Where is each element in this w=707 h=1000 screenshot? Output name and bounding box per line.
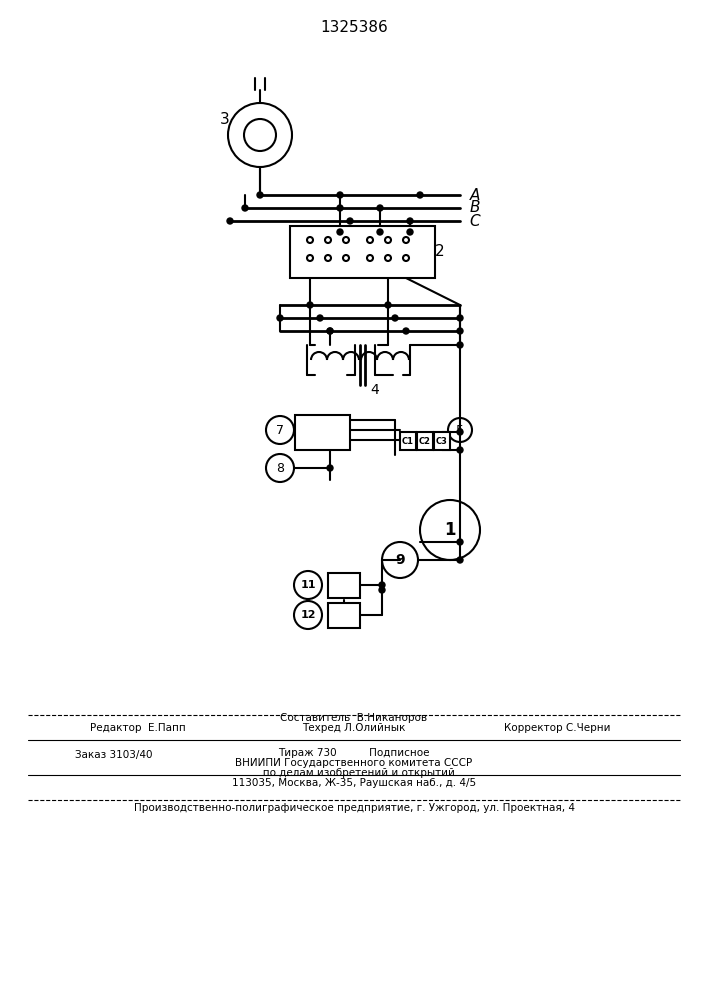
Text: 10: 10 <box>335 578 353 591</box>
Text: C1: C1 <box>402 436 414 446</box>
Circle shape <box>337 192 343 198</box>
Circle shape <box>327 465 333 471</box>
Circle shape <box>407 218 413 224</box>
Bar <box>400 432 416 450</box>
Text: Производственно-полиграфическое предприятие, г. Ужгород, ул. Проектная, 4: Производственно-полиграфическое предприя… <box>134 803 575 813</box>
Circle shape <box>379 587 385 593</box>
Text: 3: 3 <box>220 112 230 127</box>
Circle shape <box>457 539 463 545</box>
Circle shape <box>392 315 398 321</box>
Circle shape <box>377 205 383 211</box>
Circle shape <box>307 302 313 308</box>
Bar <box>295 415 350 450</box>
Circle shape <box>242 205 248 211</box>
Circle shape <box>377 229 383 235</box>
Circle shape <box>337 205 343 211</box>
Circle shape <box>403 328 409 334</box>
Text: C3: C3 <box>436 436 448 446</box>
Text: Заказ 3103/40: Заказ 3103/40 <box>75 750 153 760</box>
Text: C2: C2 <box>419 436 431 446</box>
Bar <box>328 573 360 598</box>
Bar <box>328 603 360 628</box>
Text: 1: 1 <box>444 521 456 539</box>
Text: 7: 7 <box>276 424 284 436</box>
Text: 8: 8 <box>276 462 284 475</box>
Text: 5: 5 <box>456 424 464 436</box>
Bar <box>434 432 450 450</box>
Text: 13: 13 <box>335 608 353 621</box>
Circle shape <box>457 342 463 348</box>
Text: 11: 11 <box>300 580 316 590</box>
Circle shape <box>457 429 463 435</box>
Circle shape <box>327 328 333 334</box>
Circle shape <box>417 192 423 198</box>
Text: Техред Л.Олийнык: Техред Л.Олийнык <box>303 723 406 733</box>
Text: Составитель  В.Никаноров: Составитель В.Никаноров <box>281 713 428 723</box>
Circle shape <box>277 315 283 321</box>
Circle shape <box>337 229 343 235</box>
Bar <box>290 226 435 278</box>
Circle shape <box>347 218 353 224</box>
Text: Редактор  Е.Папп: Редактор Е.Папп <box>90 723 186 733</box>
Circle shape <box>385 302 391 308</box>
Text: ВНИИПИ Государственного комитета СССР: ВНИИПИ Государственного комитета СССР <box>235 758 472 768</box>
Circle shape <box>317 315 323 321</box>
Text: Корректор С.Черни: Корректор С.Черни <box>503 723 610 733</box>
Text: Тираж 730          Подписное: Тираж 730 Подписное <box>279 748 430 758</box>
Text: 1325386: 1325386 <box>320 20 388 35</box>
Circle shape <box>379 582 385 588</box>
Text: 9: 9 <box>395 553 405 567</box>
Circle shape <box>457 447 463 453</box>
Circle shape <box>407 229 413 235</box>
Circle shape <box>227 218 233 224</box>
Bar <box>417 432 433 450</box>
Circle shape <box>327 328 333 334</box>
Text: B: B <box>469 200 480 216</box>
Text: 12: 12 <box>300 610 316 620</box>
Circle shape <box>457 315 463 321</box>
Circle shape <box>257 192 263 198</box>
Text: C: C <box>469 214 480 229</box>
Text: 2: 2 <box>436 244 445 259</box>
Text: 4: 4 <box>370 383 380 397</box>
Circle shape <box>457 328 463 334</box>
Text: 6: 6 <box>317 424 327 440</box>
Text: A: A <box>470 188 480 202</box>
Text: по делам изобретений и открытий: по делам изобретений и открытий <box>253 768 455 778</box>
Text: 113035, Москва, Ж-35, Раушская наб., д. 4/5: 113035, Москва, Ж-35, Раушская наб., д. … <box>232 778 476 788</box>
Circle shape <box>457 557 463 563</box>
